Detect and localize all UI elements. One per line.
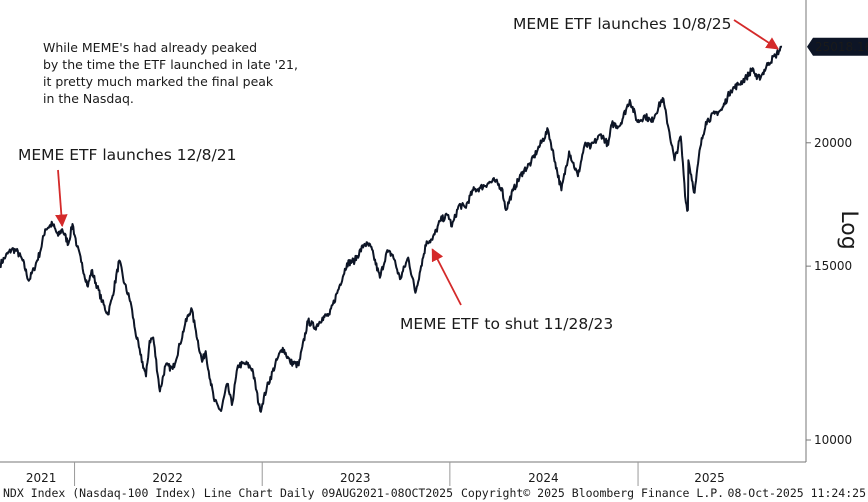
x-axis-year-labels: 2021 2022 2023 2024 2025	[26, 471, 725, 485]
y-tick-label: 10000	[814, 433, 852, 447]
x-year-label: 2022	[152, 471, 183, 485]
footer-description: NDX Index (Nasdaq-100 Index) Line Chart …	[3, 486, 453, 500]
x-year-label: 2024	[528, 471, 559, 485]
footer-timestamp: 08-Oct-2025 11:24:25	[728, 486, 866, 500]
annotation-launch-2021: MEME ETF launches 12/8/21	[18, 146, 236, 164]
x-axis-year-dividers	[74, 462, 639, 486]
annotation-arrow-launch-2025	[733, 19, 780, 50]
last-value-tag: 25018.16	[807, 37, 868, 56]
x-year-label: 2023	[340, 471, 371, 485]
annotation-shut-2023: MEME ETF to shut 11/28/23	[400, 315, 613, 333]
note-line: in the Nasdaq.	[43, 91, 134, 106]
y-axis-title: Log	[836, 210, 861, 249]
annotation-arrow-shut-2023	[431, 248, 462, 306]
y-axis-ticks: 10000 15000 20000	[806, 136, 852, 447]
note-line: by the time the ETF launched in late '21…	[43, 57, 298, 72]
footer-copyright: Copyright© 2025 Bloomberg Finance L.P.	[461, 486, 724, 500]
y-tick-label: 20000	[814, 136, 852, 150]
note-line: it pretty much marked the final peak	[43, 74, 274, 89]
annotation-arrow-launch-2021	[55, 169, 68, 228]
x-year-label: 2021	[26, 471, 57, 485]
y-tick-label: 15000	[814, 259, 852, 273]
note-text-block: While MEME's had already peaked by the t…	[43, 40, 298, 106]
last-value-label: 25018.16	[815, 40, 868, 54]
x-year-label: 2025	[694, 471, 725, 485]
note-line: While MEME's had already peaked	[43, 40, 257, 55]
annotation-launch-2025: MEME ETF launches 10/8/25	[513, 15, 731, 33]
ndx-price-line	[0, 45, 783, 413]
